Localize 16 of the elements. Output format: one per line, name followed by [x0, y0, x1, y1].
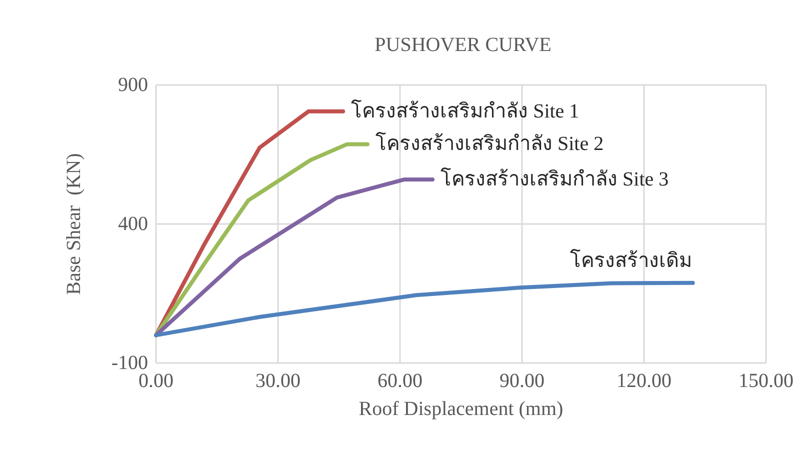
line-series: [154, 280, 695, 338]
series-label: โครงสร้างเสริมกำลัง Site 2: [375, 132, 604, 156]
series-label: โครงสร้างเสริมกำลัง Site 3: [440, 168, 669, 191]
y-tick-label: 900: [118, 74, 148, 96]
y-tick-label: 400: [118, 213, 148, 235]
chart-title: PUSHOVER CURVE: [374, 34, 552, 56]
x-tick-label: 120.00: [616, 370, 672, 392]
line-series: [154, 178, 435, 338]
x-tick-label: 150.00: [738, 370, 794, 392]
x-tick-label: 30.00: [256, 370, 300, 392]
x-tick-label: 60.00: [378, 370, 422, 392]
x-axis-title: Roof Displacement (mm): [358, 398, 564, 420]
x-tick-label: 90.00: [500, 370, 544, 392]
series-label: โครงสร้างเดิม: [570, 248, 692, 272]
series-label: โครงสร้างเสริมกำลัง Site 1: [351, 99, 580, 122]
y-axis-title: Base Shear (KN): [63, 153, 85, 295]
